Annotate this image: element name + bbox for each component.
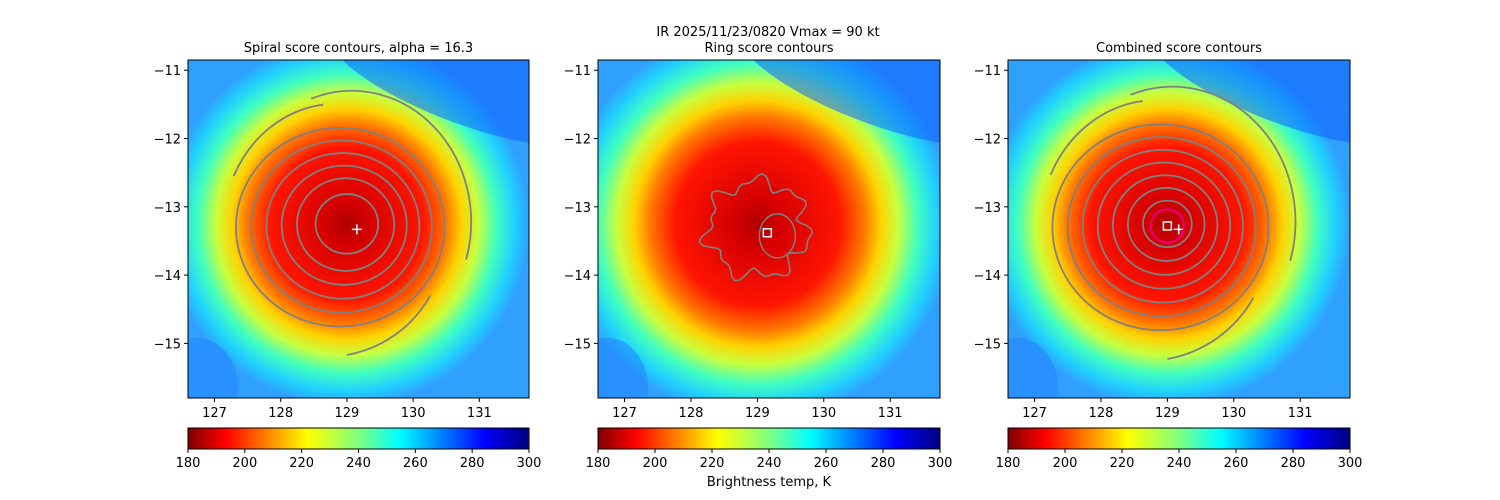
- x-tick-label: 130: [811, 406, 836, 421]
- panel-title: Combined score contours: [1096, 41, 1262, 56]
- square-marker: [1162, 221, 1173, 231]
- y-tick-label: −14: [974, 269, 1001, 284]
- contour-line: [1081, 148, 1244, 304]
- x-tick-label: 130: [1221, 406, 1246, 421]
- y-tick-label: −11: [564, 64, 591, 79]
- contour-line: [235, 126, 446, 328]
- axes-frame: [187, 59, 530, 399]
- x-tick-label: 131: [467, 406, 492, 421]
- colorbar-tick-label: 220: [1110, 456, 1135, 471]
- colorbar-tick-label: 260: [1224, 456, 1249, 471]
- ir-image: [1008, 60, 1350, 398]
- colorbar: 180 200 220 240 260 280 300: [996, 427, 1363, 471]
- colorbar-tick-label: 200: [232, 456, 257, 471]
- colorbar-tick-label: 300: [928, 456, 953, 471]
- contour-line: [1142, 199, 1193, 249]
- colorbar-tick-label: 180: [176, 456, 201, 471]
- panel-3: Combined score contours 127 128 129 130 131 −1…: [974, 41, 1363, 471]
- panel-title: Ring score contours: [704, 41, 833, 56]
- y-tick-label: −15: [974, 337, 1001, 352]
- contour-line: [296, 177, 396, 272]
- x-tick-label: 131: [1288, 406, 1313, 421]
- circle-marker: [1149, 208, 1185, 244]
- y-tick-label: −11: [974, 64, 1001, 79]
- x-tick-label: 131: [878, 406, 903, 421]
- x-tick-label: 129: [745, 406, 770, 421]
- colorbar-tick-label: 240: [757, 456, 782, 471]
- colorbar-tick-label: 180: [586, 456, 611, 471]
- x-tick-label: 129: [334, 406, 359, 421]
- colorbar-tick-label: 240: [346, 456, 371, 471]
- contour-line: [1126, 187, 1206, 262]
- ring-contour: [758, 213, 797, 259]
- colorbar-label: Brightness temp, K: [707, 475, 832, 490]
- colorbar-tick-label: 240: [1167, 456, 1192, 471]
- y-tick-label: −13: [564, 201, 591, 216]
- colorbar-tick-label: 300: [1338, 456, 1363, 471]
- x-tick-label: 130: [401, 406, 426, 421]
- contour-line: [1096, 161, 1232, 290]
- colorbar: 180 200 220 240 260 280 300 Brightness temp, K: [586, 427, 953, 490]
- square-marker: [762, 228, 773, 238]
- ir-image: [188, 60, 529, 398]
- plus-marker: [1173, 224, 1184, 235]
- panel-1: Spiral score contours, alpha = 16.3 127 12…: [154, 41, 542, 471]
- colorbar-tick-label: 260: [403, 456, 428, 471]
- suptitle: IR 2025/11/23/0820 Vmax = 90 kt: [656, 25, 879, 40]
- y-tick-label: −12: [564, 133, 591, 148]
- x-tick-label: 128: [1089, 406, 1114, 421]
- spiral-arm: [1167, 297, 1255, 360]
- x-tick-label: 127: [1022, 406, 1047, 421]
- contour-line: [250, 139, 433, 314]
- colorbar-tick-label: 300: [517, 456, 542, 471]
- axes-frame: [597, 59, 941, 399]
- x-tick-label: 127: [202, 406, 227, 421]
- ir-image: [598, 60, 940, 398]
- y-tick-label: −15: [154, 337, 181, 352]
- spiral-arm: [346, 294, 432, 356]
- colorbar-tick-label: 260: [814, 456, 839, 471]
- panel-title: Spiral score contours, alpha = 16.3: [244, 41, 473, 56]
- colorbar-tick-label: 180: [996, 456, 1021, 471]
- colorbar-tick-label: 220: [289, 456, 314, 471]
- contour-line: [1051, 123, 1270, 332]
- plus-marker: [351, 224, 362, 235]
- y-tick-label: −15: [564, 337, 591, 352]
- y-tick-label: −14: [154, 269, 181, 284]
- colorbar-tick-label: 280: [1281, 456, 1306, 471]
- y-tick-label: −12: [154, 133, 181, 148]
- colorbar-tick-label: 200: [1053, 456, 1078, 471]
- contour-line: [1111, 174, 1219, 276]
- contour-line: [1066, 136, 1257, 318]
- panel-2: Ring score contours 127 128 129 130 131 −11 −12…: [564, 41, 953, 490]
- axes-frame: [1007, 59, 1351, 399]
- colorbar-tick-label: 280: [871, 456, 896, 471]
- contour-line: [265, 152, 421, 300]
- colorbar: 180 200 220 240 260 280 300: [176, 427, 542, 471]
- x-tick-label: 128: [268, 406, 293, 421]
- y-tick-label: −13: [154, 201, 181, 216]
- spiral-arm: [1049, 100, 1143, 176]
- contour-line: [314, 193, 380, 255]
- y-tick-label: −13: [974, 201, 1001, 216]
- x-tick-label: 128: [679, 406, 704, 421]
- x-tick-label: 127: [612, 406, 637, 421]
- colorbar-tick-label: 220: [700, 456, 725, 471]
- colorbar-tick-label: 280: [460, 456, 485, 471]
- x-tick-label: 129: [1155, 406, 1180, 421]
- y-tick-label: −11: [154, 64, 181, 79]
- contour-line: [280, 164, 408, 286]
- colorbar-tick-label: 200: [643, 456, 668, 471]
- spiral-arm: [232, 103, 324, 177]
- y-tick-label: −12: [974, 133, 1001, 148]
- spiral-arm: [1130, 85, 1297, 261]
- spiral-arm: [310, 89, 473, 260]
- ring-contour: [698, 172, 814, 282]
- y-tick-label: −14: [564, 269, 591, 284]
